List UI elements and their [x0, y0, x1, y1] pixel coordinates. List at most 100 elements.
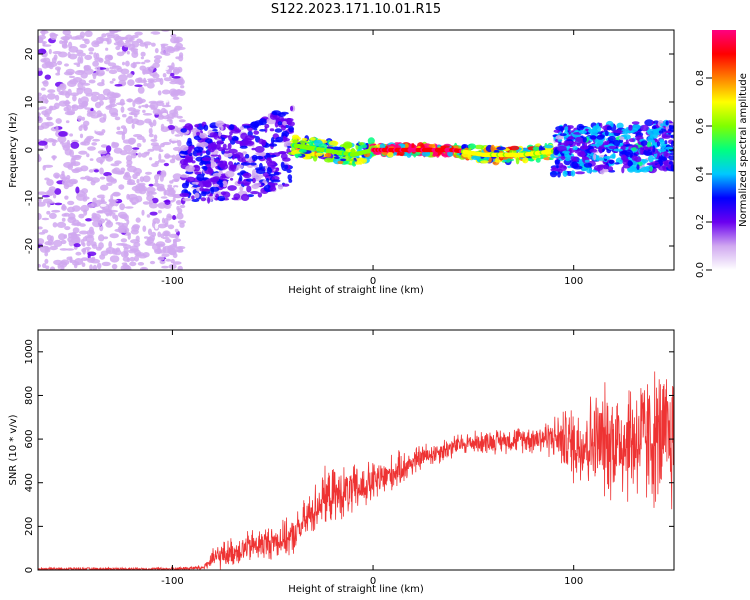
spectrogram-cell [81, 188, 89, 194]
spectrogram-cell [602, 164, 609, 170]
spectrogram-cell [163, 162, 169, 167]
spectrogram-cell [72, 94, 77, 102]
colorbar-tick-label: 0.6 [695, 118, 706, 134]
spectrogram-cell [86, 240, 91, 247]
spectrogram-y-label: Frequency (Hz) [8, 112, 19, 188]
spectrogram-cell [649, 166, 653, 172]
spectrogram-cell [562, 150, 570, 154]
spectrogram-cell [160, 233, 165, 239]
spectrogram-cell [172, 96, 180, 100]
spectrogram-cell [239, 145, 248, 149]
spectrogram-cell [91, 212, 97, 219]
spectrogram-cell [578, 129, 587, 135]
spectrogram-cell [142, 113, 153, 116]
snr-x-tick-label: -100 [161, 576, 184, 587]
spectrogram-cell [275, 136, 284, 143]
spectrogram-cell [97, 82, 105, 87]
spectrogram-cell [90, 180, 96, 186]
colorbar: 0.0 0.2 0.4 0.6 0.8 Normalized spectral ampl… [695, 30, 749, 278]
spectrogram-cell [88, 169, 94, 173]
spectrogram-cell [143, 41, 152, 46]
spectrogram-cell [55, 94, 60, 101]
spectrogram-cell [79, 43, 87, 49]
spectrogram-cell [670, 164, 674, 171]
spectrogram-cell [122, 256, 130, 262]
spectrogram-cell [647, 136, 654, 143]
spectrogram-cell [148, 33, 154, 38]
spectrogram-cell [160, 196, 168, 199]
spectrogram-cell [205, 138, 213, 144]
spectrogram-cell [152, 73, 160, 79]
spectrogram-cell [221, 174, 227, 179]
spectrogram-cell [152, 144, 162, 151]
spectrogram-cell [93, 52, 98, 59]
spectrogram-cell [253, 122, 259, 129]
spectrogram-cell [151, 231, 157, 238]
spectrogram-cell [126, 98, 134, 103]
spectrogram-cell [156, 186, 166, 192]
spectrogram-cell [70, 141, 80, 149]
spectrogram-cell [221, 137, 225, 142]
spectrogram-cell [138, 182, 146, 187]
spectrogram-cell [136, 178, 140, 184]
spectrogram-cell [373, 151, 382, 156]
spectrogram-cell [64, 195, 69, 200]
spectrogram-cell [44, 74, 51, 80]
spectrogram-cell [108, 241, 113, 249]
spectrogram-cell [584, 159, 590, 163]
spectrogram-cell [71, 169, 80, 174]
spectrogram-cell [41, 94, 48, 100]
spectrogram-cell [153, 134, 158, 140]
spectrogram-cell [114, 116, 121, 121]
spectrogram-cell [140, 51, 146, 57]
spectrogram-cell [131, 50, 139, 59]
spectrogram-cell [54, 188, 62, 195]
spectrogram-cell [57, 135, 67, 143]
spectrogram-cell [91, 142, 98, 146]
spectrogram-cell [583, 162, 593, 168]
spectrogram-cell [651, 134, 658, 138]
spectrogram-cell [162, 73, 167, 78]
spectrogram-cell [201, 166, 207, 170]
spectrogram-cell [46, 234, 52, 241]
spectrogram-cell [107, 62, 117, 67]
spectrogram-cell [227, 143, 232, 150]
spectrogram-cell [230, 164, 237, 171]
spectrogram-cell [164, 199, 171, 205]
spectrogram-cell [56, 221, 67, 228]
spectrogram-cell [172, 146, 182, 151]
spectrogram-cell [112, 192, 120, 197]
spectrogram-cell [110, 178, 117, 184]
spectrogram-cell [141, 104, 150, 108]
spectrogram-cell [122, 61, 125, 66]
spectrogram-cell [119, 150, 128, 156]
spectrogram-cell [150, 138, 158, 142]
spectrogram-cell [570, 170, 576, 177]
spectrogram-cell [157, 231, 162, 238]
spectrogram-cell [227, 185, 237, 191]
spectrogram-cell [240, 162, 251, 166]
spectrogram-cell [38, 232, 46, 235]
spectrogram-cell [77, 70, 86, 73]
spectrogram-cell [162, 246, 167, 253]
spectrogram-cell [99, 176, 106, 180]
spectrogram-cell [94, 126, 102, 132]
spectrogram-cell [47, 239, 54, 246]
spectrogram-cell [131, 40, 140, 48]
spectrogram-cell [55, 125, 59, 132]
spectrogram-cell [641, 159, 649, 164]
spectrogram-cell [75, 251, 82, 256]
spectrogram-cell [80, 124, 87, 128]
spectrogram-cell [589, 135, 597, 140]
spectrogram-cell [164, 238, 172, 243]
spectrogram-cell [88, 109, 97, 117]
spectrogram-cell [87, 146, 96, 151]
spectrogram-cell [38, 48, 47, 55]
spectrogram-cell [574, 149, 582, 154]
spectrogram-cell [173, 108, 177, 113]
spectrogram-cell [522, 157, 529, 164]
spectrogram-cell [599, 157, 603, 161]
spectrogram-cell [625, 144, 634, 147]
spectrogram-cell [580, 150, 585, 158]
